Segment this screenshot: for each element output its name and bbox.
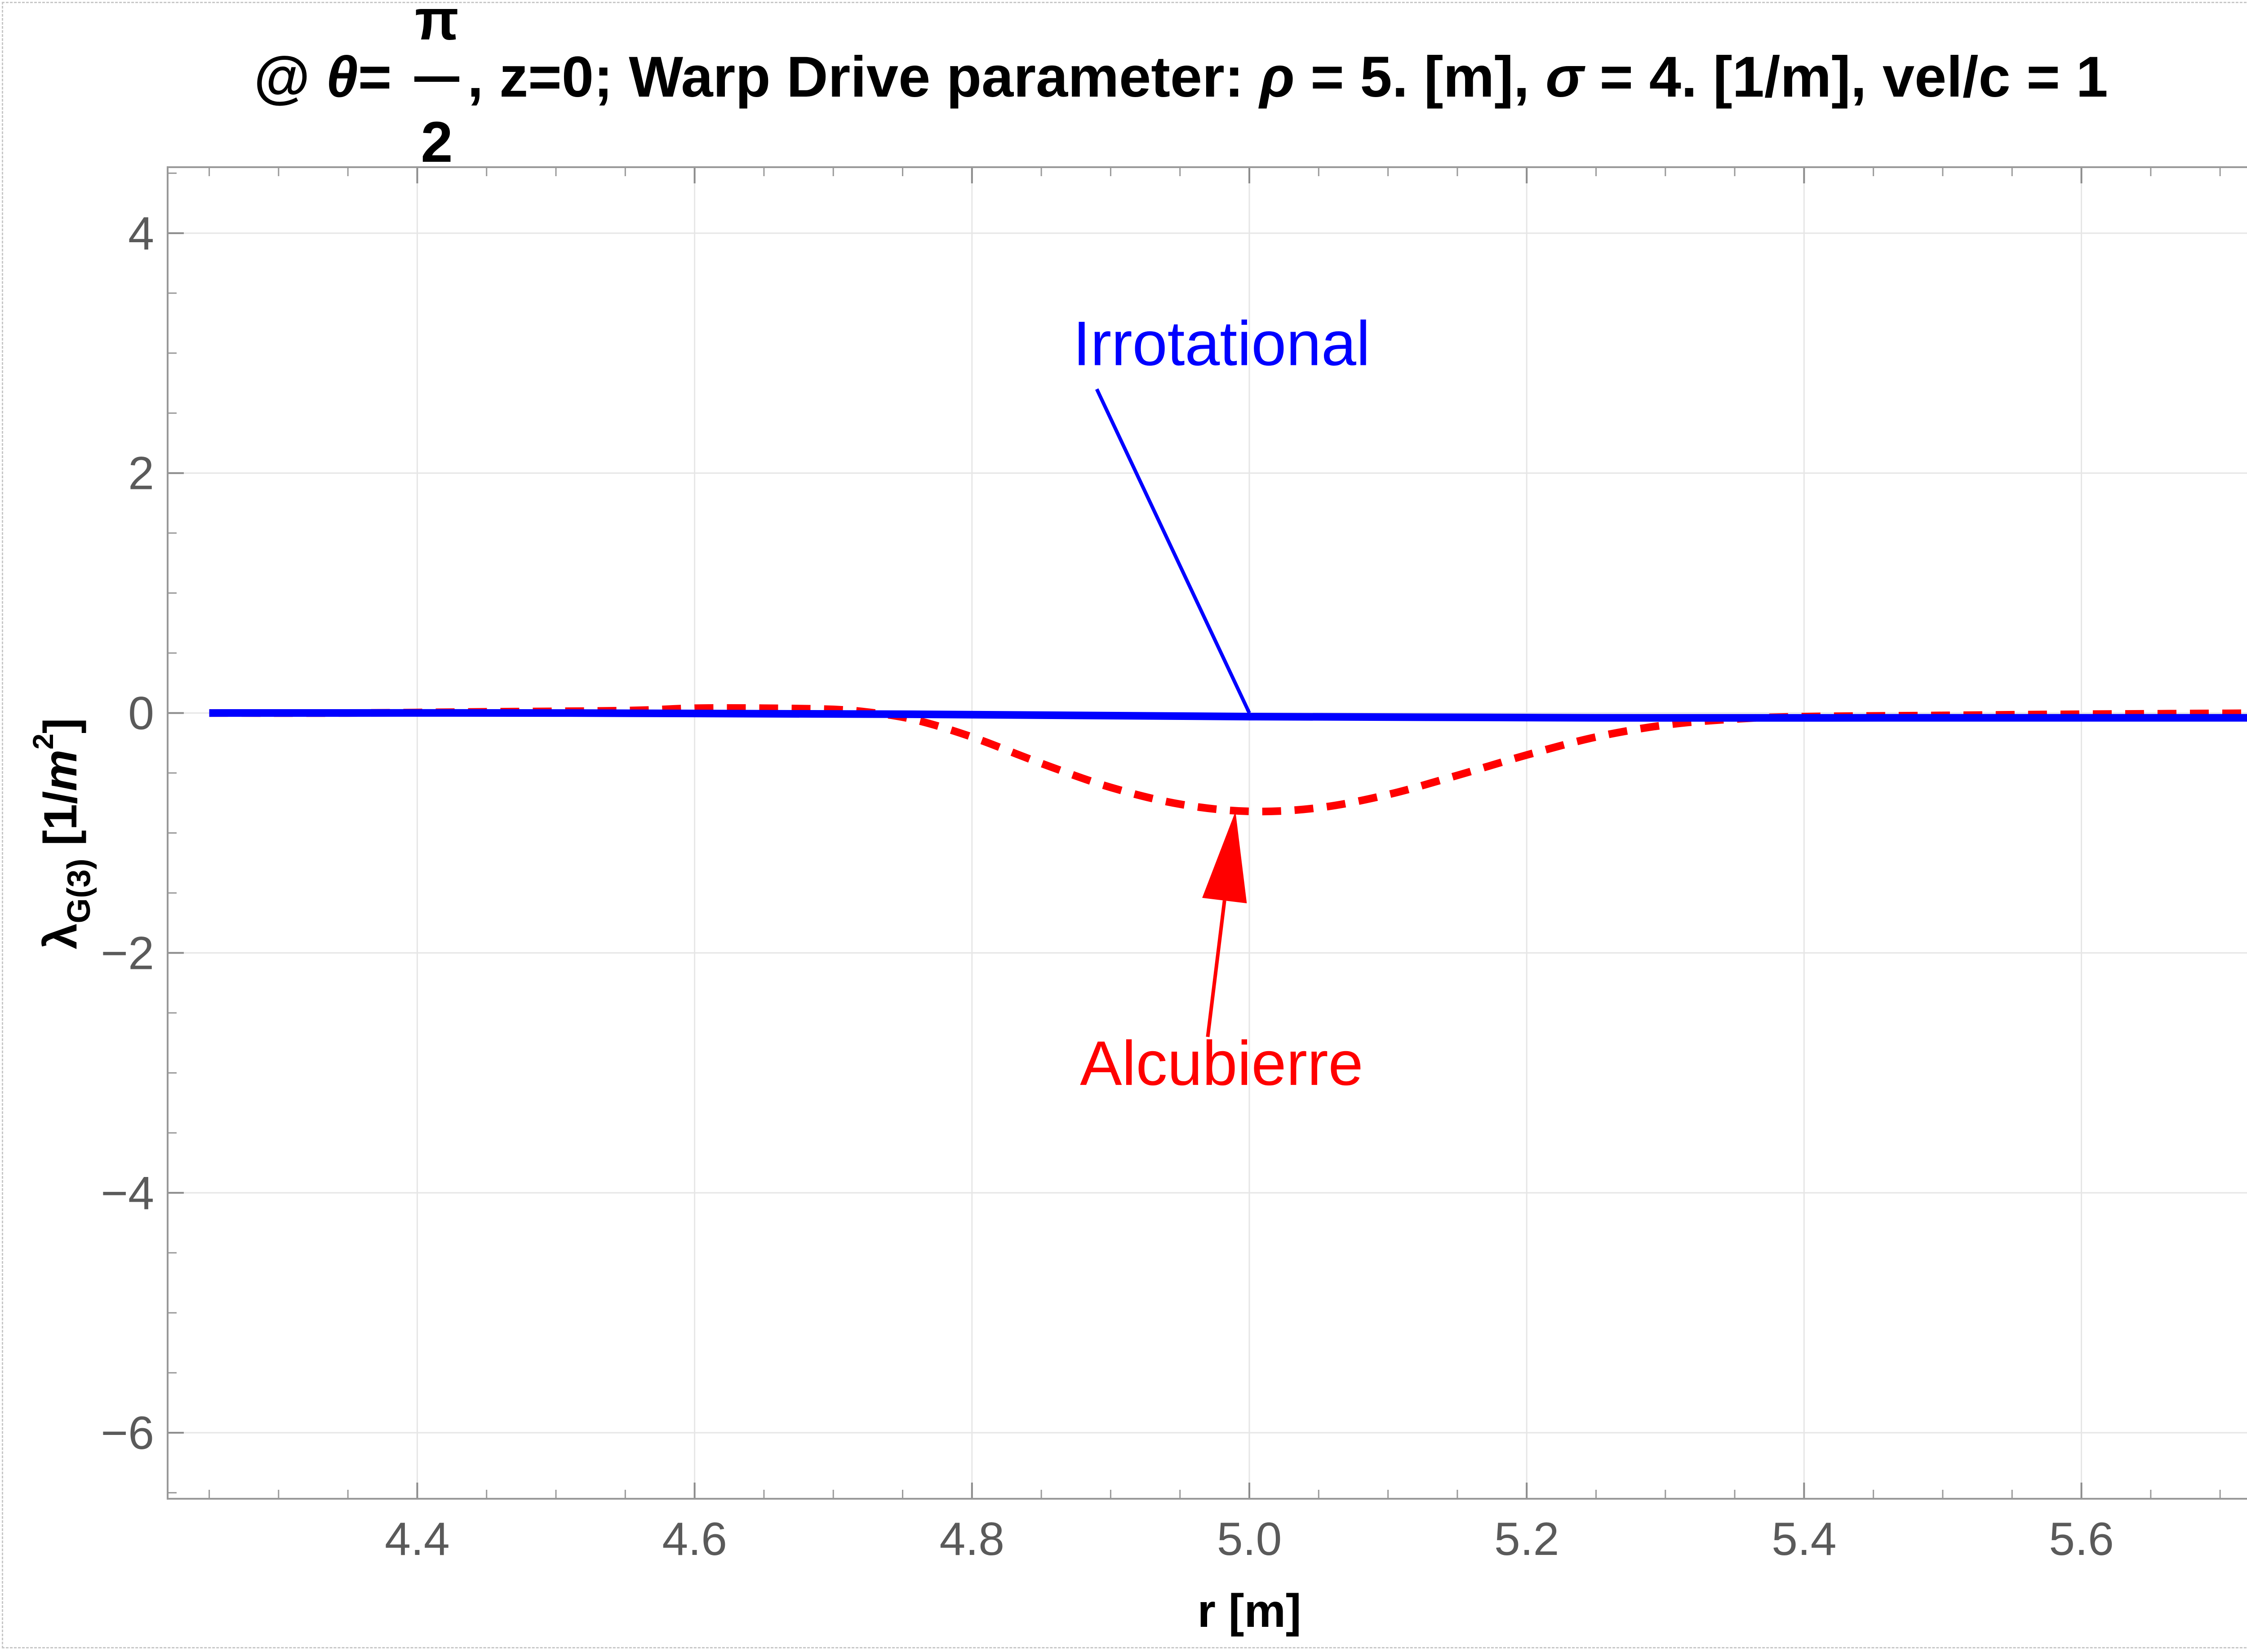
series-line-irrotational xyxy=(209,709,2247,722)
x-tick-label: 4.4 xyxy=(385,1513,450,1565)
x-tick-labels: 4.4 4.6 4.8 5.0 5.2 5.4 5.6 xyxy=(385,1513,2114,1565)
x-axis-title: r [m] xyxy=(1197,1585,1301,1637)
alcubierre-arrowhead xyxy=(1202,811,1247,904)
title-rho: ρ xyxy=(1258,45,1295,109)
title-equals: = xyxy=(358,45,392,109)
y-axis-unit-m: m xyxy=(35,750,87,791)
x-tick-label: 4.6 xyxy=(662,1513,727,1565)
x-tick-label: 5.4 xyxy=(1772,1513,1837,1565)
svg-text:@ θ=: @ θ= xyxy=(254,45,392,109)
title-sigma: σ xyxy=(1545,45,1585,109)
y-tick-label: −2 xyxy=(101,927,154,979)
irrotational-label: Irrotational xyxy=(1073,308,1370,378)
x-tick-label: 5.2 xyxy=(1494,1513,1559,1565)
plot-frame xyxy=(167,166,2247,1500)
x-tick-label: 5.6 xyxy=(2049,1513,2114,1565)
title-fraction-numerator: π xyxy=(415,0,459,52)
y-axis-unit-open: [1/ xyxy=(35,791,87,858)
y-axis-unit-exp: 2 xyxy=(27,733,59,750)
y-axis-subscript: G(3) xyxy=(61,859,97,924)
y-tick-labels: 4 2 0 −2 −4 −6 xyxy=(101,208,154,1459)
title-fraction-denominator: 2 xyxy=(421,110,453,174)
x-tick-label: 4.8 xyxy=(940,1513,1005,1565)
alcubierre-label: Alcubierre xyxy=(1080,1028,1363,1098)
y-axis-lambda: λ xyxy=(35,924,87,950)
series xyxy=(209,704,2247,816)
y-axis-title: λG(3) [1/m2] xyxy=(27,718,97,950)
y-axis-unit-close: ] xyxy=(35,718,87,734)
title-prefix: @ xyxy=(254,45,326,109)
y-tick-label: −6 xyxy=(101,1407,154,1459)
x-tick-label: 5.0 xyxy=(1217,1513,1282,1565)
y-tick-label: 2 xyxy=(128,448,154,500)
y-tick-label: 4 xyxy=(128,208,154,260)
axis-ticks xyxy=(168,167,2221,1499)
title-rest-a: , z=0; Warp Drive parameter: xyxy=(467,45,1260,109)
irrotational-arrow xyxy=(1095,388,1251,714)
title-rest-c: = 4. [1/m], vel/c = 1 xyxy=(1584,45,2108,109)
chart-title: @ θ= π 2 , z=0; Warp Drive parameter: ρ … xyxy=(254,0,2108,174)
title-rest-b: = 5. [m], xyxy=(1295,45,1545,109)
y-tick-label: 0 xyxy=(128,688,154,740)
series-line-alcubierre xyxy=(209,704,2247,816)
svg-text:, z=0; Warp Drive parameter: ρ: , z=0; Warp Drive parameter: ρ = 5. [m],… xyxy=(467,45,2108,109)
alcubierre-arrow xyxy=(1206,900,1226,1037)
title-theta: θ xyxy=(326,45,358,109)
y-tick-label: −4 xyxy=(101,1167,154,1219)
